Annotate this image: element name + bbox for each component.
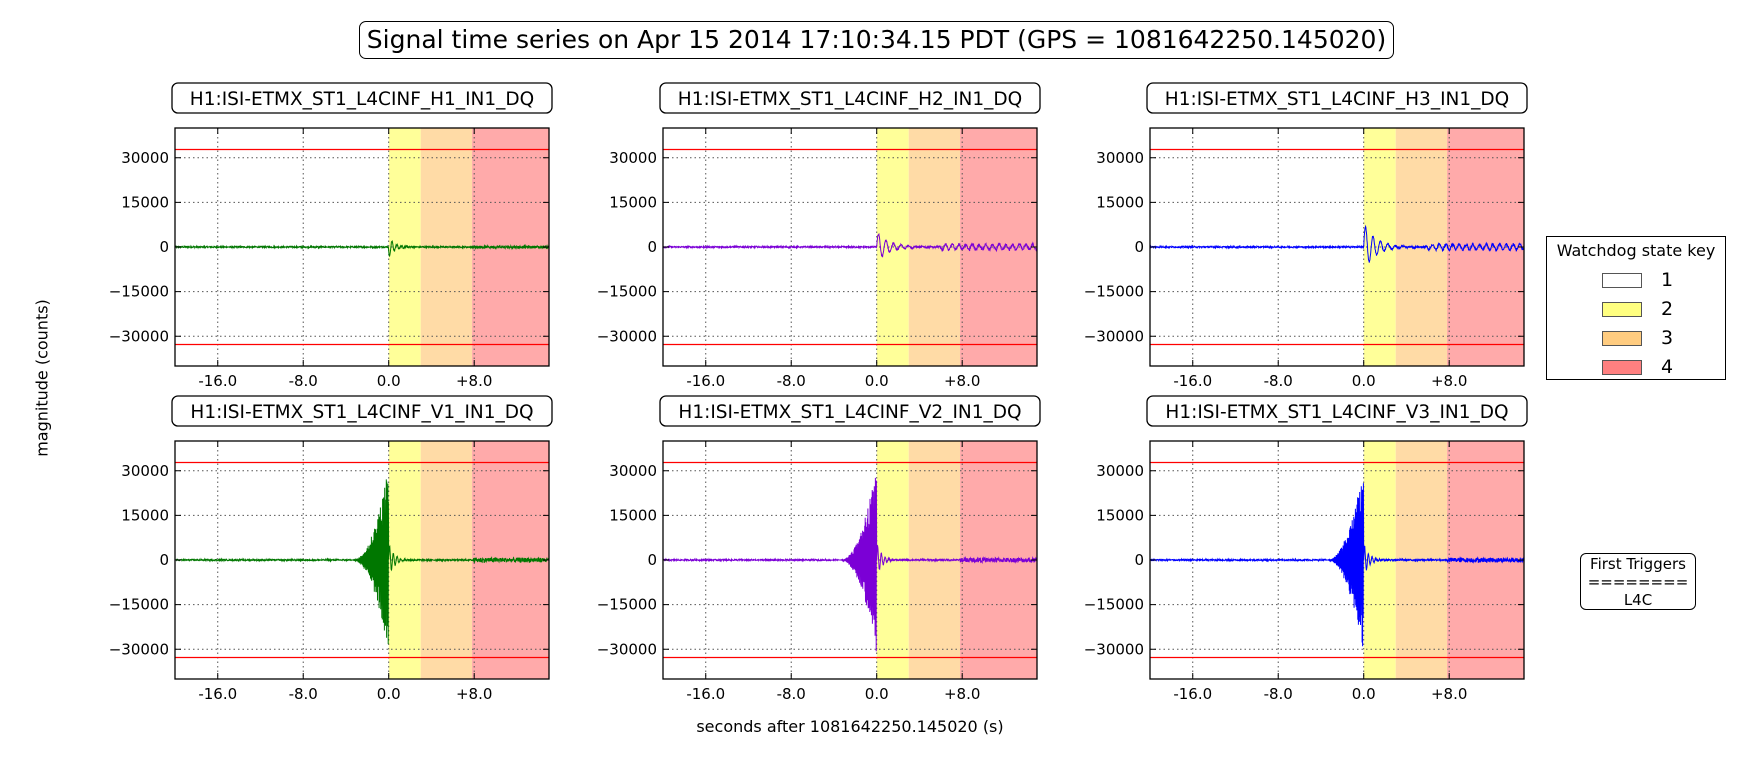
legend-label-2: 2 xyxy=(1661,298,1674,320)
figure-title: Signal time series on Apr 15 2014 17:10:… xyxy=(359,21,1394,59)
legend-item-3: 3 xyxy=(1602,327,1712,349)
x-tick-label: -16.0 xyxy=(1173,685,1212,703)
signal-trace xyxy=(1149,224,1525,263)
y-tick-label: −30000 xyxy=(109,327,169,345)
legend-swatch-4 xyxy=(1602,360,1642,375)
x-tick-label: 0.0 xyxy=(1352,372,1376,390)
panel-title: H1:ISI-ETMX_ST1_L4CINF_V3_IN1_DQ xyxy=(1165,402,1508,423)
panel-title-box xyxy=(171,395,553,427)
signal-trace xyxy=(662,232,1038,258)
legend-label-1: 1 xyxy=(1661,269,1674,291)
x-tick-label: -16.0 xyxy=(686,372,725,390)
panel-5: -16.0 -8.0 0.0 +8.0 30000 15000 0 −15000 −30000 H… xyxy=(597,395,1041,703)
panel-4: -16.0 -8.0 0.0 +8.0 30000 15000 0 −15000 −30000 H… xyxy=(109,395,553,703)
signal-trace xyxy=(174,479,550,645)
x-tick-label: -8.0 xyxy=(1264,685,1293,703)
y-tick-label: 30000 xyxy=(609,149,657,167)
y-tick-label: −15000 xyxy=(1084,596,1144,614)
y-tick-label: −15000 xyxy=(1084,283,1144,301)
panel-title-box xyxy=(1146,395,1528,427)
watchdog-legend: Watchdog state key 1 2 3 4 xyxy=(1546,236,1726,380)
y-tick-label: −30000 xyxy=(1084,327,1144,345)
x-tick-label: -8.0 xyxy=(289,685,318,703)
legend-item-4: 4 xyxy=(1602,356,1712,378)
x-tick-label: -16.0 xyxy=(686,685,725,703)
triggers-sensor: L4C xyxy=(1623,591,1653,609)
x-tick-label: -16.0 xyxy=(1173,372,1212,390)
legend-label-4: 4 xyxy=(1661,356,1674,378)
y-tick-label: −15000 xyxy=(597,596,657,614)
y-tick-label: −30000 xyxy=(597,640,657,658)
panel-title-box xyxy=(171,82,553,114)
x-tick-label: +8.0 xyxy=(456,372,492,390)
x-tick-label: +8.0 xyxy=(1431,372,1467,390)
x-tick-label: 0.0 xyxy=(1352,685,1376,703)
panel-title-box xyxy=(659,395,1041,427)
y-tick-label: −30000 xyxy=(109,640,169,658)
y-tick-label: 0 xyxy=(647,551,657,569)
y-tick-label: 30000 xyxy=(121,462,169,480)
y-tick-label: 0 xyxy=(647,238,657,256)
panel-title: H1:ISI-ETMX_ST1_L4CINF_H2_IN1_DQ xyxy=(678,89,1022,110)
x-tick-label: 0.0 xyxy=(865,685,889,703)
signal-trace xyxy=(174,240,550,257)
x-tick-label: -8.0 xyxy=(777,372,806,390)
legend-swatch-2 xyxy=(1602,302,1642,317)
signal-trace xyxy=(662,477,1038,652)
triggers-separator: ======== xyxy=(1587,573,1689,591)
legend-item-1: 1 xyxy=(1602,269,1712,291)
legend-label-3: 3 xyxy=(1661,327,1674,349)
panel-title-box xyxy=(1146,82,1528,114)
y-tick-label: 30000 xyxy=(121,149,169,167)
x-tick-label: 0.0 xyxy=(865,372,889,390)
panel-title: H1:ISI-ETMX_ST1_L4CINF_V1_IN1_DQ xyxy=(190,402,533,423)
y-tick-label: 15000 xyxy=(1096,506,1144,524)
x-tick-label: +8.0 xyxy=(944,372,980,390)
y-tick-label: 0 xyxy=(159,238,169,256)
x-tick-label: 0.0 xyxy=(377,372,401,390)
y-tick-label: 15000 xyxy=(121,193,169,211)
y-tick-label: −15000 xyxy=(109,596,169,614)
y-tick-label: −30000 xyxy=(1084,640,1144,658)
x-tick-label: -16.0 xyxy=(198,372,237,390)
panel-2: -16.0 -8.0 0.0 +8.0 30000 15000 0 −15000 −30000 H… xyxy=(597,82,1041,390)
x-tick-label: -16.0 xyxy=(198,685,237,703)
first-triggers-box: First Triggers ======== L4C xyxy=(1580,553,1696,610)
y-tick-label: 30000 xyxy=(609,462,657,480)
y-tick-label: −15000 xyxy=(109,283,169,301)
y-tick-label: 15000 xyxy=(121,506,169,524)
legend-item-2: 2 xyxy=(1602,298,1712,320)
y-tick-label: 0 xyxy=(1134,238,1144,256)
panel-title: H1:ISI-ETMX_ST1_L4CINF_H1_IN1_DQ xyxy=(190,89,534,110)
panel-1: -16.0 -8.0 0.0 +8.0 30000 15000 0 −15000 −30000 H… xyxy=(109,82,553,390)
panel-title: H1:ISI-ETMX_ST1_L4CINF_H3_IN1_DQ xyxy=(1165,89,1509,110)
x-axis-label: seconds after 1081642250.145020 (s) xyxy=(696,717,1004,736)
legend-swatch-3 xyxy=(1602,331,1642,346)
x-tick-label: +8.0 xyxy=(456,685,492,703)
y-tick-label: 30000 xyxy=(1096,149,1144,167)
y-tick-label: −30000 xyxy=(597,327,657,345)
panel-6: -16.0 -8.0 0.0 +8.0 30000 15000 0 −15000 −30000 H… xyxy=(1084,395,1528,703)
x-tick-label: -8.0 xyxy=(1264,372,1293,390)
x-tick-label: +8.0 xyxy=(1431,685,1467,703)
y-tick-label: 15000 xyxy=(609,506,657,524)
legend-swatch-1 xyxy=(1602,273,1642,288)
y-tick-label: 15000 xyxy=(1096,193,1144,211)
panel-title-box xyxy=(659,82,1041,114)
signal-trace xyxy=(1149,483,1525,647)
x-tick-label: 0.0 xyxy=(377,685,401,703)
y-tick-label: 30000 xyxy=(1096,462,1144,480)
triggers-heading: First Triggers xyxy=(1590,555,1686,573)
legend-title: Watchdog state key xyxy=(1556,241,1716,260)
panel-title: H1:ISI-ETMX_ST1_L4CINF_V2_IN1_DQ xyxy=(678,402,1021,423)
y-tick-label: 0 xyxy=(1134,551,1144,569)
y-tick-label: −15000 xyxy=(597,283,657,301)
x-tick-label: -8.0 xyxy=(777,685,806,703)
panel-3: -16.0 -8.0 0.0 +8.0 30000 15000 0 −15000 −30000 H… xyxy=(1084,82,1528,390)
y-tick-label: 15000 xyxy=(609,193,657,211)
y-tick-label: 0 xyxy=(159,551,169,569)
x-tick-label: +8.0 xyxy=(944,685,980,703)
x-tick-label: -8.0 xyxy=(289,372,318,390)
